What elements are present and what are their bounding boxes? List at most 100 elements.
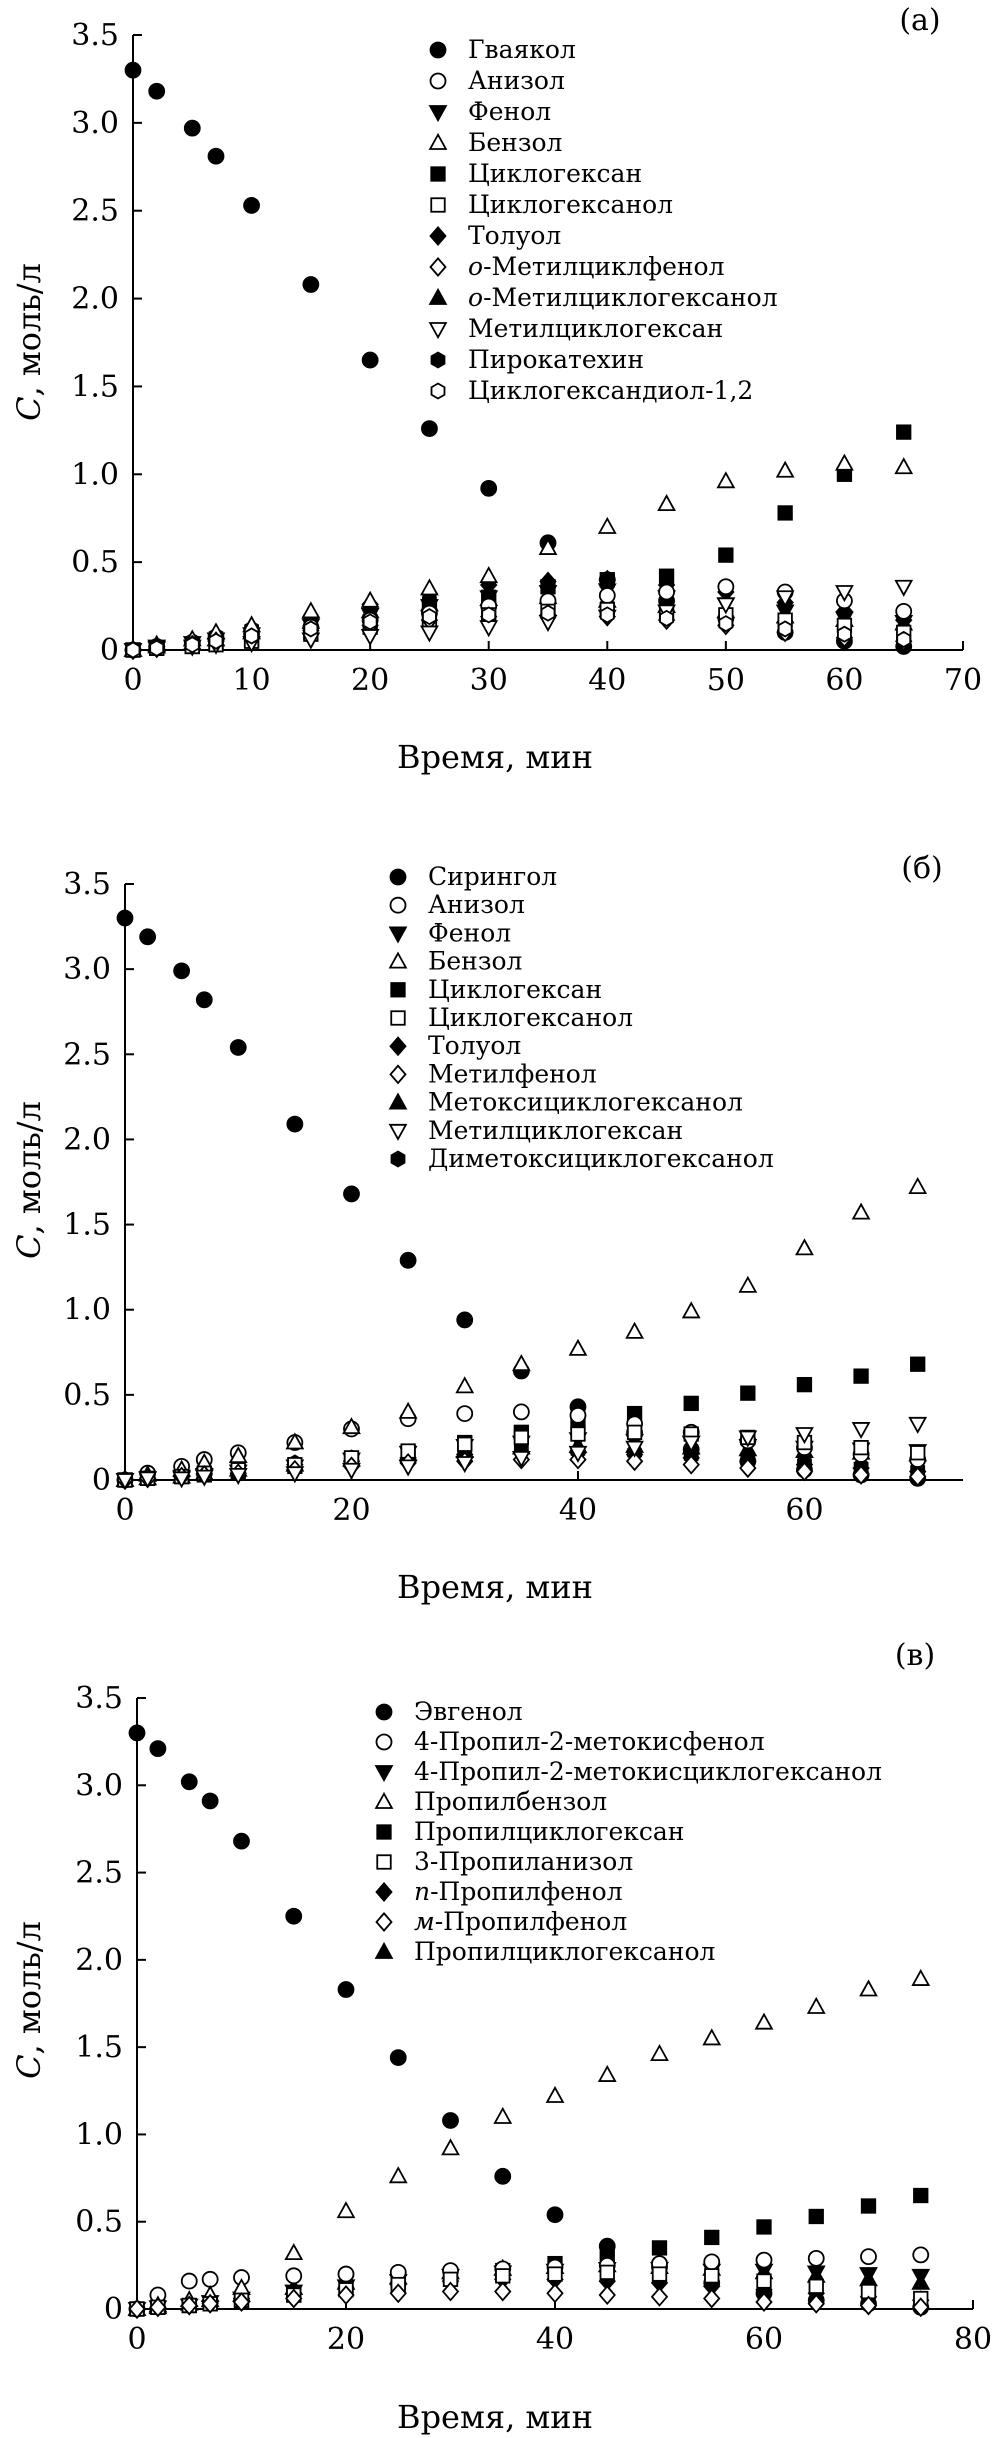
- data-point: [194, 1469, 214, 1487]
- legend-marker: [390, 1150, 406, 1168]
- series-10: [115, 1416, 928, 1491]
- data-point: [657, 494, 676, 512]
- data-point: [343, 1185, 360, 1203]
- data-point: [895, 602, 913, 620]
- y-tick-label: 2.0: [71, 282, 119, 317]
- data-point: [852, 1464, 870, 1485]
- legend-entry: Метилфенол: [428, 1059, 597, 1088]
- data-point: [807, 2293, 825, 2314]
- x-axis-title: Время, мин: [397, 738, 593, 776]
- legend-entry: Фенол: [428, 918, 511, 947]
- legend-entry: Толуол: [428, 1031, 521, 1060]
- data-point: [546, 2206, 564, 2224]
- data-point: [128, 1724, 146, 1742]
- panel-label: (a): [899, 3, 940, 38]
- y-tick-label: 0.5: [75, 2205, 123, 2240]
- legend-marker: [388, 951, 408, 969]
- data-point: [180, 2295, 198, 2316]
- data-point: [570, 1426, 586, 1442]
- data-point: [285, 2267, 303, 2285]
- data-point: [860, 2198, 877, 2214]
- data-point: [650, 2286, 669, 2307]
- data-point: [569, 1406, 587, 1424]
- data-point: [284, 2243, 304, 2261]
- y-tick-label: 3.5: [75, 1681, 123, 1716]
- data-point: [912, 2297, 930, 2318]
- data-point: [138, 1471, 158, 1489]
- y-axis-title-unit: , моль/л: [10, 1101, 48, 1234]
- data-point: [859, 1979, 878, 1997]
- data-point: [598, 587, 616, 604]
- x-tick-label: 40: [536, 2322, 574, 2357]
- x-tick-label: 60: [745, 2322, 783, 2357]
- x-tick-label: 60: [825, 663, 863, 698]
- data-point: [389, 2283, 407, 2304]
- data-point: [659, 609, 674, 627]
- series-8: [128, 2281, 930, 2319]
- data-point: [456, 1311, 474, 1329]
- data-point: [908, 1176, 928, 1195]
- legend-marker: [389, 868, 407, 886]
- legend-entry-rest: -Пропилфенол: [430, 1877, 622, 1906]
- data-point: [360, 590, 380, 608]
- y-tick-label: 0: [104, 2292, 123, 2327]
- data-point: [650, 2044, 669, 2062]
- data-point: [625, 1440, 644, 1458]
- legend: Эвгенол4-Пропил-2-метокисфенол4-Пропил-2…: [374, 1697, 882, 1966]
- data-point: [128, 2299, 146, 2319]
- data-point: [441, 2281, 460, 2302]
- data-point: [495, 2268, 511, 2284]
- data-point: [285, 1432, 305, 1450]
- data-point: [243, 197, 260, 214]
- legend-entry: 3-Пропиланизол: [414, 1847, 633, 1876]
- legend-marker: [388, 1092, 408, 1110]
- data-point: [337, 2285, 355, 2306]
- data-point: [201, 2270, 219, 2288]
- data-point: [511, 1450, 531, 1468]
- data-point: [859, 2295, 878, 2316]
- data-point: [389, 2049, 407, 2067]
- data-point: [568, 1445, 588, 1463]
- legend-entry: Анизол: [428, 890, 525, 919]
- data-point: [481, 606, 497, 624]
- y-tick-label: 3.5: [63, 867, 111, 902]
- data-point: [717, 578, 735, 596]
- data-point: [493, 2106, 513, 2124]
- data-point: [398, 1459, 418, 1477]
- data-point: [285, 1907, 303, 1925]
- data-point: [540, 604, 556, 622]
- data-point: [808, 2278, 824, 2294]
- data-point: [682, 1454, 700, 1475]
- data-point: [651, 2266, 668, 2282]
- legend-entry: Циклогександиол-1,2: [468, 376, 753, 405]
- legend-marker: [389, 1064, 407, 1085]
- legend-entry: Метилциклогексан: [428, 1116, 683, 1145]
- panel-label: (в): [895, 1638, 935, 1673]
- legend-entry: Фенол: [468, 97, 551, 126]
- data-point: [808, 2208, 824, 2225]
- legend-marker: [429, 226, 447, 246]
- legend-marker: [389, 896, 407, 914]
- data-point: [716, 471, 736, 489]
- legend-entry: Эвгенол: [414, 1697, 523, 1726]
- y-tick-label: 1.0: [71, 457, 119, 492]
- data-point: [184, 636, 200, 654]
- y-tick-label: 2.5: [71, 194, 119, 229]
- data-point: [597, 516, 617, 534]
- legend-entry: Толуол: [468, 221, 561, 250]
- data-point: [116, 909, 134, 927]
- data-point: [342, 1417, 361, 1435]
- y-tick-label: 1.5: [71, 369, 119, 404]
- data-point: [837, 625, 852, 643]
- data-point: [777, 620, 793, 638]
- y-axis-title: C, моль/л: [10, 263, 48, 421]
- data-point: [479, 566, 499, 584]
- legend-marker: [376, 1854, 392, 1870]
- legend-entry-prefix: o: [468, 283, 483, 312]
- y-tick-label: 2.5: [75, 1856, 123, 1891]
- y-tick-label: 0.5: [71, 545, 119, 580]
- data-point: [388, 2166, 408, 2184]
- data-point: [860, 2248, 877, 2266]
- legend-entry: Метилциклогексан: [468, 314, 723, 343]
- legend-entry: Циклогексан: [468, 159, 642, 188]
